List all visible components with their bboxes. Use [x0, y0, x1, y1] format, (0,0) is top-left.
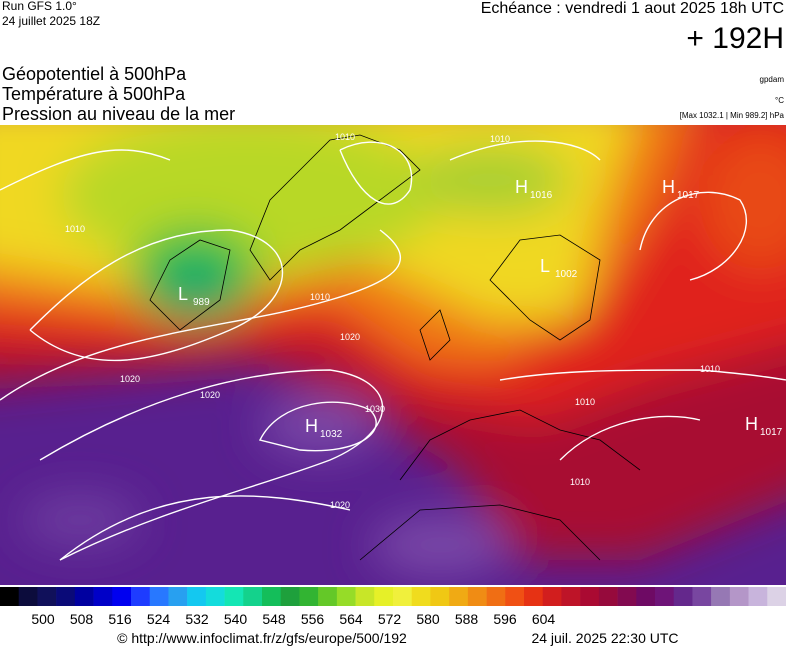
color-swatch — [18, 587, 38, 606]
color-swatch — [524, 587, 544, 606]
center-value: 989 — [193, 297, 210, 308]
isobars — [0, 140, 786, 561]
unit: °C — [775, 96, 784, 105]
isobar-label: 1010 — [335, 132, 355, 142]
isobar-label: 1010 — [575, 397, 595, 407]
color-swatch — [767, 587, 786, 606]
color-swatch — [542, 587, 562, 606]
isobar-label: 1010 — [700, 364, 720, 374]
isobar-label: 1020 — [200, 390, 220, 400]
center-letter: H — [305, 416, 318, 436]
color-swatch — [112, 587, 132, 606]
color-swatch — [393, 587, 413, 606]
isobar-label: 1010 — [570, 477, 590, 487]
colorbar-label: 588 — [455, 611, 479, 627]
run-date: 24 juillet 2025 18Z — [2, 14, 100, 28]
color-swatch — [374, 587, 394, 606]
color-swatch — [580, 587, 600, 606]
run: Run GFS 1.0° — [2, 0, 77, 13]
color-swatch — [355, 587, 375, 606]
color-swatch — [673, 587, 693, 606]
valid-time: Echéance : vendredi 1 aout 2025 18h UTC — [481, 0, 784, 17]
colorbar-label: 516 — [108, 611, 132, 627]
color-swatch — [224, 587, 244, 606]
color-swatch — [711, 587, 731, 606]
color-swatch — [617, 587, 637, 606]
colorbar-label: 596 — [493, 611, 517, 627]
color-swatch — [187, 587, 207, 606]
isobar-label: 1020 — [120, 374, 140, 384]
color-swatch — [205, 587, 225, 606]
color-swatch — [168, 587, 188, 606]
center-letter: L — [178, 284, 188, 304]
isobar-label: 1020 — [330, 500, 350, 510]
center-letter: H — [662, 177, 675, 197]
center-letter: H — [745, 414, 758, 434]
color-swatch — [692, 587, 712, 606]
source-url: © http://www.infoclimat.fr/z/gfs/europe/… — [117, 630, 407, 646]
isobar-label: 1010 — [65, 224, 85, 234]
lead-time: + 192H — [686, 22, 784, 55]
colorbar-label: 580 — [416, 611, 440, 627]
isobar-label: 1010 — [310, 292, 330, 302]
color-swatch — [467, 587, 487, 606]
generated-time: 24 juil. 2025 22:30 UTC — [531, 630, 678, 646]
color-swatch — [149, 587, 169, 606]
color-swatch — [37, 587, 57, 606]
color-swatch — [243, 587, 263, 606]
coastlines — [149, 134, 641, 561]
color-swatch — [318, 587, 338, 606]
color-swatch — [598, 587, 618, 606]
color-swatch — [280, 587, 300, 606]
colorbar-label: 556 — [301, 611, 325, 627]
isobar-label: 1030 — [365, 404, 385, 414]
color-swatch — [430, 587, 450, 606]
color-swatch — [486, 587, 506, 606]
colorbar: 500 508 516 524 532 540 548 556 564 572 580 588 596 6… — [0, 587, 786, 627]
color-swatch — [505, 587, 525, 606]
color-swatch — [93, 587, 113, 606]
color-swatch — [748, 587, 768, 606]
colorbar-label: 572 — [378, 611, 402, 627]
color-swatch — [56, 587, 76, 606]
colorbar-label: 564 — [339, 611, 363, 627]
color-swatch — [262, 587, 282, 606]
title: Pression au niveau de la mer — [2, 104, 235, 124]
colorbar-label: 500 — [31, 611, 55, 627]
center-value: 1002 — [555, 269, 578, 280]
colorbar-label: 604 — [532, 611, 556, 627]
title: Température à 500hPa — [2, 84, 186, 104]
isobar-label: 1020 — [340, 332, 360, 342]
color-swatch — [561, 587, 581, 606]
color-swatch — [131, 587, 151, 606]
center-value: 1016 — [530, 190, 553, 201]
color-swatch — [299, 587, 319, 606]
color-swatch — [729, 587, 749, 606]
color-swatch — [411, 587, 431, 606]
center-letter: L — [540, 256, 550, 276]
title: Géopotentiel à 500hPa — [2, 64, 187, 84]
center-letter: H — [515, 177, 528, 197]
color-swatch — [655, 587, 675, 606]
colorbar-label: 532 — [185, 611, 209, 627]
unit: gpdam — [760, 75, 785, 84]
color-swatch — [449, 587, 469, 606]
center-value: 1017 — [677, 190, 700, 201]
unit: [Max 1032.1 | Min 989.2] hPa — [680, 111, 785, 120]
colorbar-label: 540 — [224, 611, 248, 627]
colorbar-label: 508 — [70, 611, 94, 627]
color-swatch — [74, 587, 94, 606]
color-swatch — [0, 587, 20, 606]
colorbar-label: 548 — [262, 611, 286, 627]
center-value: 1017 — [760, 427, 783, 438]
isobar-label: 1010 — [490, 134, 510, 144]
color-swatch — [336, 587, 356, 606]
colorbar-label: 524 — [147, 611, 171, 627]
color-swatch — [636, 587, 656, 606]
center-value: 1032 — [320, 429, 343, 440]
